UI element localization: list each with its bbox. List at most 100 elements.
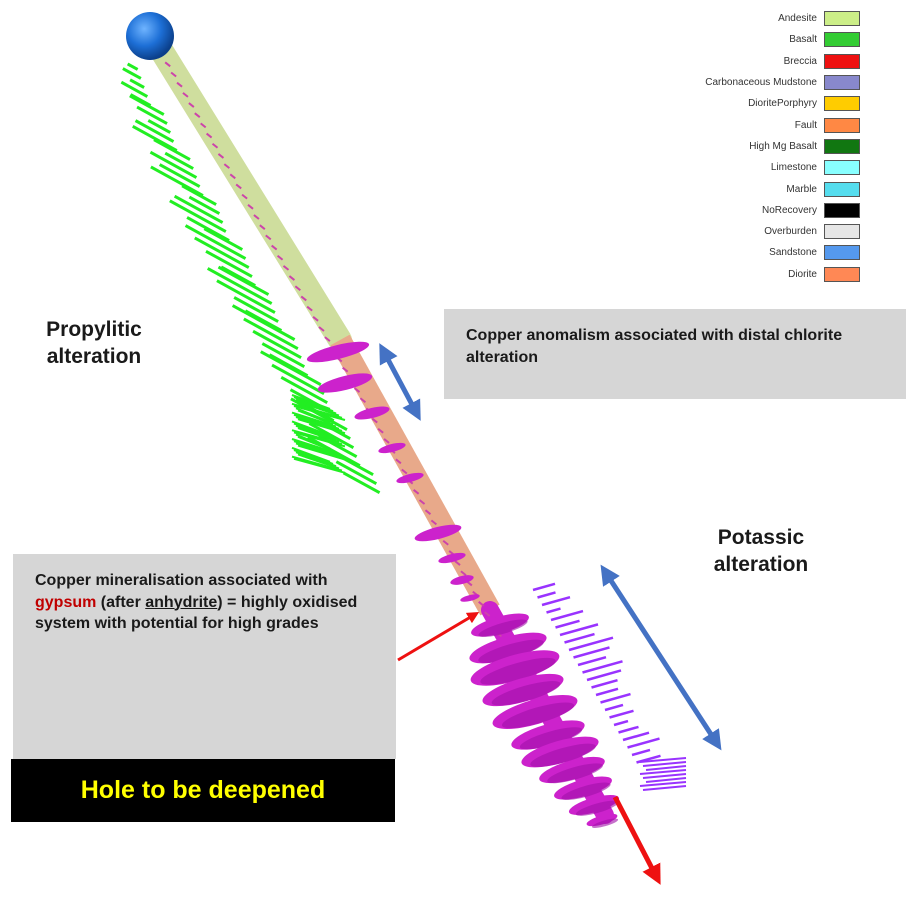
propylitic-bar (291, 402, 343, 419)
legend-item: Limestone (640, 157, 860, 178)
legend-item: Fault (640, 114, 860, 135)
legend-item: Sandstone (640, 242, 860, 263)
propylitic-bar (291, 438, 337, 454)
potassic-bar (586, 669, 622, 682)
legend-label: Overburden (764, 226, 817, 238)
legend-item: Breccia (640, 51, 860, 72)
mineral-disc-shade (561, 782, 611, 801)
propylitic-bar (120, 80, 149, 98)
hole-tick (413, 489, 420, 495)
propylitic-bar (231, 304, 296, 341)
potassic-bar (600, 692, 631, 704)
hole-tick (182, 92, 189, 98)
hole-tick (395, 458, 402, 465)
propylitic-bar (147, 119, 172, 134)
hole-tick (282, 265, 290, 271)
potassic-bar (622, 731, 650, 742)
mineral-disc (317, 373, 373, 393)
propylitic-bar (136, 105, 168, 125)
potassic-bar (573, 646, 610, 659)
potassic-bar (577, 655, 607, 667)
mineral-disc (378, 442, 406, 454)
hole-to-be-deepened-banner: Hole to be deepened (11, 759, 395, 822)
legend-swatch (824, 181, 860, 197)
mineral-disc-shade (502, 702, 575, 729)
legend-item: Carbonaceous Mudstone (640, 72, 860, 93)
propylitic-alteration-label: Propylitic alteration (46, 318, 142, 368)
propylitic-bar (205, 249, 253, 278)
propylitic-bar (149, 150, 198, 179)
hole-tick (383, 438, 390, 444)
legend-item: Basalt (640, 29, 860, 50)
hole-tick (353, 387, 361, 393)
mineral-disc-shade (480, 657, 556, 685)
propylitic-bar (243, 317, 299, 350)
mineral-disc (396, 472, 424, 484)
legend-label: Fault (794, 119, 817, 131)
hole-tick (164, 61, 171, 68)
legend-swatch (824, 11, 860, 27)
propylitic-bar (203, 227, 244, 251)
propylitic-bar (291, 446, 331, 463)
potassic-bar (604, 703, 624, 712)
propylitic-bar (295, 416, 343, 432)
legend-label: Andesite (778, 13, 817, 25)
legend-swatch (824, 32, 860, 48)
mineral-disc-shade (591, 818, 619, 828)
propylitic-bar (297, 453, 340, 470)
propylitic-bar (295, 442, 343, 459)
hole-tick (342, 366, 349, 373)
legend-swatch (824, 245, 860, 261)
propylitic-bar (295, 424, 337, 441)
hole-tick (401, 468, 408, 475)
legend-swatch (824, 224, 860, 240)
propylitic-bar (220, 265, 256, 287)
mineral-disc (450, 575, 474, 585)
propylitic-bar (164, 151, 194, 170)
hole-tick (217, 153, 225, 159)
propylitic-bar (173, 194, 224, 224)
hole-tick (430, 519, 437, 526)
propylitic-bar (186, 216, 230, 242)
mineral-disc-shade (478, 639, 544, 663)
potassic-bar (631, 748, 651, 757)
propylitic-bar (268, 353, 309, 377)
potassic-alteration-label: Potassic alteration (713, 526, 809, 576)
propylitic-bar (181, 184, 217, 206)
legend-swatch (824, 117, 860, 133)
collar-ball-icon (126, 12, 174, 60)
hole-tick (424, 509, 432, 515)
potassic-bar (532, 582, 556, 592)
potassic-bar (613, 719, 629, 727)
hole-tick (247, 204, 254, 210)
mineralisation-discs (306, 341, 620, 828)
potassic-bar (537, 591, 556, 599)
hole-tick (483, 611, 491, 617)
legend-label: NoRecovery (761, 204, 817, 216)
potassic-bar (541, 595, 571, 607)
propylitic-bar (129, 93, 152, 107)
potassic-bar (555, 619, 580, 629)
propylitic-bar (342, 471, 381, 495)
hole-tick (318, 326, 325, 332)
potassic-bar (639, 757, 687, 763)
propylitic-bar (335, 460, 378, 486)
gypsum-highlight: gypsum (35, 593, 97, 611)
propylitic-bar (295, 398, 337, 415)
propylitic-bar (129, 94, 165, 116)
hole-tick (253, 214, 260, 220)
gypsum-callout-suffix: ) = highly oxidised system with potentia… (35, 593, 358, 633)
potassic-bar (564, 632, 595, 644)
propylitic-bar (233, 296, 279, 323)
propylitic-bar (260, 350, 322, 386)
legend-swatch (824, 53, 860, 69)
mineral-disc-shade (575, 800, 619, 816)
chlorite-callout-text: Copper anomalism associated with distal … (466, 327, 843, 366)
hole-tick (478, 601, 485, 607)
propylitic-bar (122, 67, 142, 80)
propylitic-bar (252, 329, 302, 359)
propylitic-bar (126, 62, 139, 71)
propylitic-bar (188, 195, 221, 215)
propylitic-bar (293, 405, 346, 421)
